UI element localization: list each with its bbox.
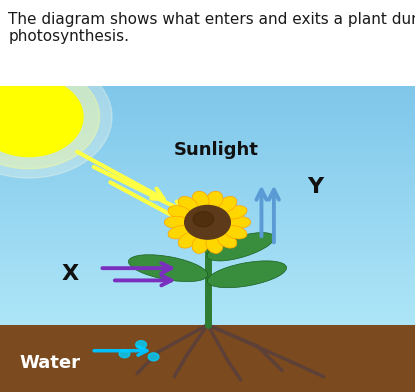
Ellipse shape bbox=[178, 196, 198, 212]
Ellipse shape bbox=[208, 261, 286, 288]
Circle shape bbox=[0, 77, 83, 156]
Ellipse shape bbox=[207, 232, 274, 261]
Circle shape bbox=[185, 205, 230, 239]
Circle shape bbox=[193, 212, 214, 227]
Circle shape bbox=[119, 350, 130, 358]
Circle shape bbox=[0, 56, 112, 178]
Circle shape bbox=[136, 341, 146, 348]
Bar bbox=[0, 325, 415, 392]
Text: The diagram shows what enters and exits a plant during
photosynthesis.: The diagram shows what enters and exits … bbox=[8, 12, 415, 44]
Ellipse shape bbox=[206, 191, 223, 209]
Ellipse shape bbox=[168, 225, 191, 239]
Ellipse shape bbox=[192, 236, 209, 253]
Text: X: X bbox=[62, 264, 79, 284]
Ellipse shape bbox=[178, 232, 198, 248]
Ellipse shape bbox=[168, 206, 191, 219]
Text: Sunlight: Sunlight bbox=[173, 142, 258, 160]
Ellipse shape bbox=[224, 225, 247, 239]
Text: Water: Water bbox=[20, 354, 80, 372]
Ellipse shape bbox=[227, 216, 251, 229]
Ellipse shape bbox=[224, 206, 247, 219]
Ellipse shape bbox=[206, 236, 223, 253]
Circle shape bbox=[148, 353, 159, 361]
Ellipse shape bbox=[217, 232, 237, 248]
Ellipse shape bbox=[164, 216, 188, 229]
Circle shape bbox=[0, 65, 100, 169]
Text: Y: Y bbox=[308, 177, 323, 197]
Ellipse shape bbox=[217, 196, 237, 212]
Ellipse shape bbox=[129, 255, 208, 281]
Ellipse shape bbox=[192, 191, 209, 209]
